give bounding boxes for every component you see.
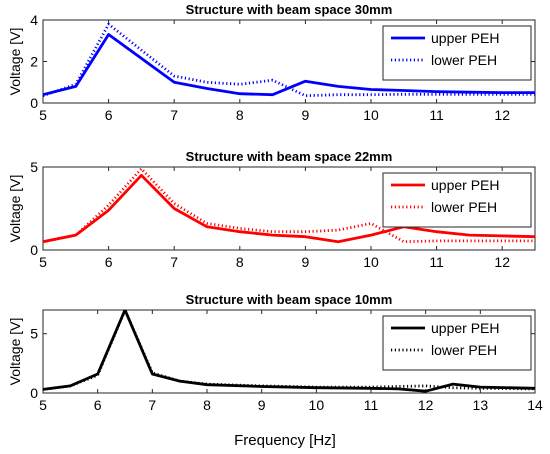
series-line-upper-peh bbox=[43, 173, 535, 244]
x-tick-label: 7 bbox=[170, 107, 178, 123]
y-tick-label: 4 bbox=[30, 12, 38, 28]
x-tick-label: 11 bbox=[429, 254, 444, 270]
series-line-lower-peh bbox=[43, 310, 535, 391]
chart-title: Structure with beam space 22mm bbox=[186, 149, 393, 164]
legend-box bbox=[382, 315, 532, 371]
x-tick-label: 10 bbox=[309, 397, 325, 413]
x-tick-label: 11 bbox=[364, 397, 379, 413]
x-tick-label: 11 bbox=[429, 107, 444, 123]
x-tick-label: 9 bbox=[302, 254, 310, 270]
chart-title: Structure with beam space 30mm bbox=[186, 2, 393, 17]
y-tick-label: 5 bbox=[30, 159, 38, 175]
legend-box bbox=[382, 172, 532, 228]
x-tick-label: 5 bbox=[39, 107, 47, 123]
y-axis-label: Voltage [V] bbox=[7, 28, 23, 96]
x-tick-label: 9 bbox=[302, 107, 310, 123]
x-tick-label: 5 bbox=[39, 254, 47, 270]
chart-title: Structure with beam space 10mm bbox=[186, 292, 393, 307]
legend-entry: lower PEH bbox=[431, 199, 497, 215]
legend-entry: lower PEH bbox=[431, 52, 497, 68]
x-tick-label: 6 bbox=[105, 107, 113, 123]
x-tick-label: 6 bbox=[105, 254, 113, 270]
legend-box bbox=[382, 25, 532, 81]
legend-entry: upper PEH bbox=[431, 320, 499, 336]
x-tick-label: 13 bbox=[473, 397, 489, 413]
x-tick-label: 6 bbox=[94, 397, 102, 413]
legend-entry: lower PEH bbox=[431, 342, 497, 358]
x-tick-label: 12 bbox=[494, 107, 510, 123]
x-tick-label: 14 bbox=[527, 397, 543, 413]
y-tick-label: 5 bbox=[30, 326, 38, 342]
series-line-lower-peh bbox=[43, 22, 535, 98]
y-tick-label: 2 bbox=[30, 54, 38, 70]
x-tick-label: 12 bbox=[494, 254, 510, 270]
x-tick-label: 8 bbox=[203, 397, 211, 413]
x-tick-label: 8 bbox=[236, 254, 244, 270]
x-tick-label: 10 bbox=[363, 254, 379, 270]
series-line-upper-peh bbox=[43, 33, 535, 97]
x-axis-label: Frequency [Hz] bbox=[234, 432, 336, 449]
chart-panel-1: Structure with beam space 30mm Voltage [V… bbox=[7, 2, 536, 123]
y-axis-label: Voltage [V] bbox=[7, 175, 23, 243]
x-tick-label: 7 bbox=[170, 254, 178, 270]
y-tick-label: 0 bbox=[30, 95, 38, 111]
y-axis-label: Voltage [V] bbox=[7, 318, 23, 386]
legend-entry: upper PEH bbox=[431, 30, 499, 46]
chart-panel-2: Structure with beam space 22mm Voltage [V… bbox=[7, 149, 536, 270]
chart-panel-3: Structure with beam space 10mm Voltage [V… bbox=[7, 292, 543, 413]
y-tick-label: 0 bbox=[30, 385, 38, 401]
legend-entry: upper PEH bbox=[431, 177, 499, 193]
y-tick-label: 0 bbox=[30, 242, 38, 258]
x-tick-label: 7 bbox=[148, 397, 156, 413]
series-line-upper-peh bbox=[43, 310, 535, 393]
x-tick-label: 5 bbox=[39, 397, 47, 413]
x-tick-label: 10 bbox=[363, 107, 379, 123]
x-tick-label: 9 bbox=[258, 397, 266, 413]
x-tick-label: 8 bbox=[236, 107, 244, 123]
x-tick-label: 12 bbox=[418, 397, 434, 413]
